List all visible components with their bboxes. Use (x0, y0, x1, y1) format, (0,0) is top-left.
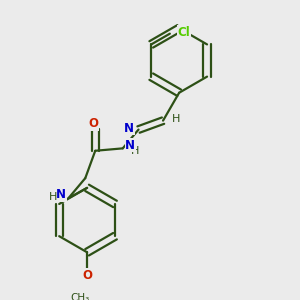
Text: N: N (124, 122, 134, 134)
Text: O: O (83, 269, 93, 282)
Text: H: H (172, 114, 180, 124)
Text: H: H (49, 192, 57, 202)
Text: H: H (131, 146, 140, 156)
Text: N: N (56, 188, 66, 201)
Text: Cl: Cl (178, 26, 190, 39)
Text: O: O (89, 117, 99, 130)
Text: N: N (125, 139, 135, 152)
Text: CH₃: CH₃ (71, 293, 90, 300)
